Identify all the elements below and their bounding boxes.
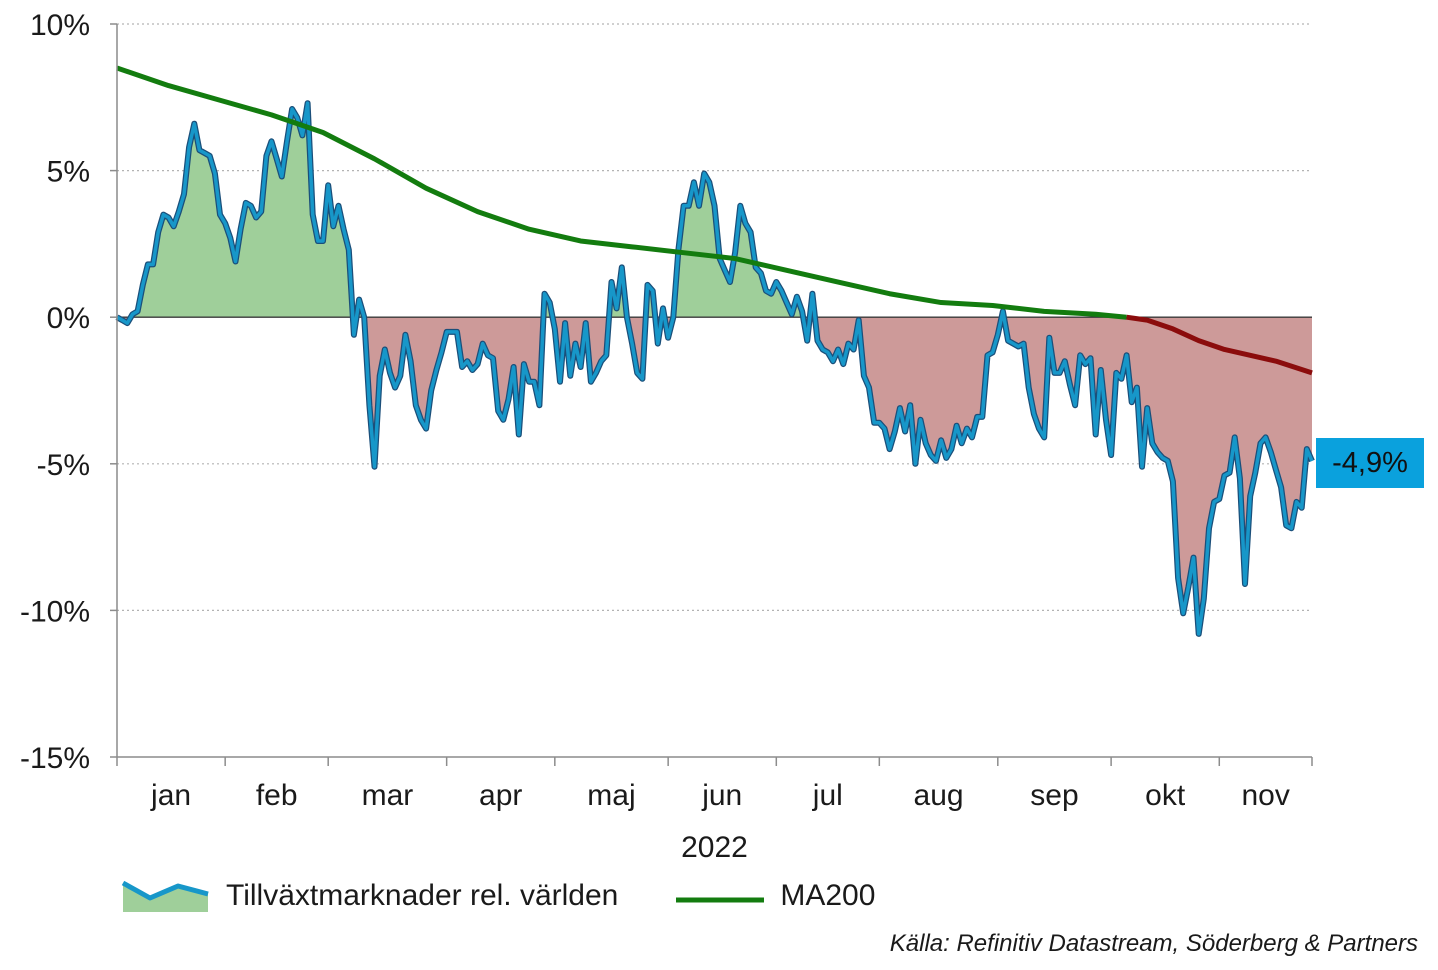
legend-label-ma200: MA200 xyxy=(780,879,876,912)
y-tick-label: -15% xyxy=(20,742,90,775)
last-value-badge: -4,9% xyxy=(1316,438,1424,488)
legend-label-emerging-markets: Tillväxtmarknader rel. världen xyxy=(226,879,619,912)
x-tick-label: feb xyxy=(256,779,298,812)
y-tick-label: 0% xyxy=(47,302,90,335)
x-tick-label: apr xyxy=(479,779,522,812)
y-tick-label: 5% xyxy=(47,156,90,189)
legend-item-emerging-markets: Tillväxtmarknader rel. världen xyxy=(120,878,618,914)
y-tick-label: 10% xyxy=(30,9,90,42)
negative-area xyxy=(117,317,1312,634)
x-axis-title: 2022 xyxy=(681,831,748,864)
series-line xyxy=(116,101,1314,636)
legend: Tillväxtmarknader rel. världen MA200 xyxy=(120,872,931,920)
x-tick-label: mar xyxy=(362,779,414,812)
x-tick-label: okt xyxy=(1145,779,1186,812)
x-tick-label: maj xyxy=(587,779,635,812)
source-note: Källa: Refinitiv Datastream, Söderberg &… xyxy=(889,930,1418,957)
line-legend-icon xyxy=(676,897,765,903)
ma200-line-below-zero xyxy=(1126,314,1313,376)
x-tick-label: jul xyxy=(812,779,843,812)
ma200-line xyxy=(116,65,1127,320)
y-tick-label: -10% xyxy=(20,595,90,628)
y-tick-label: -5% xyxy=(37,449,90,482)
x-tick-label: aug xyxy=(914,779,964,812)
x-tick-label: nov xyxy=(1241,779,1289,812)
chart-area: -15% -10% -5% 0% 5% 10% jan feb mar apr maj jun jul a… xyxy=(20,9,1315,864)
area-line-legend-icon xyxy=(121,880,209,912)
legend-item-ma200: MA200 xyxy=(674,878,875,914)
x-tick-label: sep xyxy=(1030,779,1078,812)
x-tick-label: jun xyxy=(701,779,742,812)
x-tick-label: jan xyxy=(150,779,191,812)
